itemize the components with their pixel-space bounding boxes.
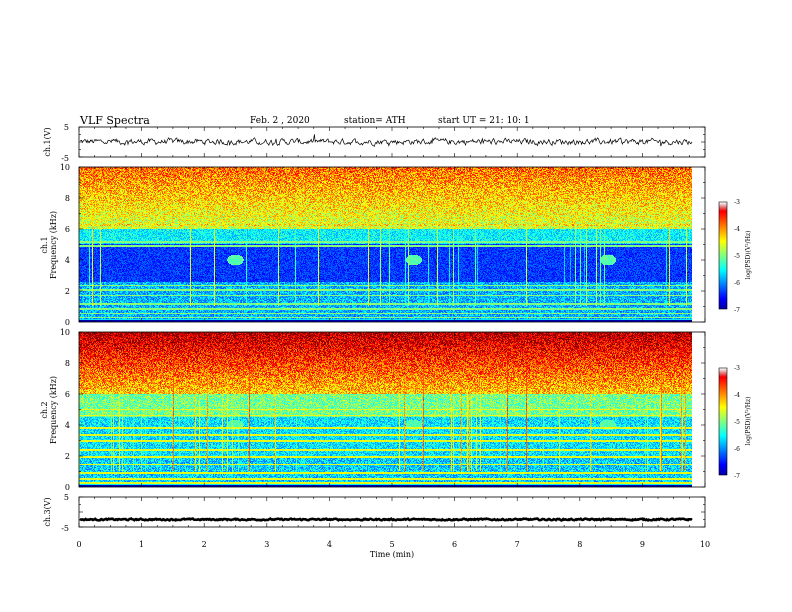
ch1-cbar-tick-m5: -5 <box>734 253 740 260</box>
time-tick-2: 2 <box>202 540 207 549</box>
ch1-spectrogram-panel: 10 8 6 4 2 0 ch.1Frequency (kHz) -3 -4 -… <box>40 163 752 327</box>
ch1-ytick-bottom: -5 <box>61 154 69 163</box>
ch1-freq-tick-2: 2 <box>65 287 70 296</box>
ch2-spectrogram-ticks <box>78 331 706 488</box>
ch3-waveform-ticks <box>78 496 706 528</box>
time-axis-tick-labels: 0 1 2 3 4 5 6 7 8 9 10 <box>76 540 710 549</box>
time-tick-1: 1 <box>139 540 144 549</box>
ch3-ytick-bottom: -5 <box>61 524 69 533</box>
time-tick-9: 9 <box>640 540 645 549</box>
ch1-cbar-tick-m7: -7 <box>734 307 740 314</box>
ch2-cbar-tick-m6: -6 <box>734 446 740 453</box>
time-tick-4: 4 <box>327 540 332 549</box>
plot-title: VLF Spectra <box>80 114 150 127</box>
ch2-cbar-tick-m4: -4 <box>734 392 740 399</box>
ch1-waveform-ylabel: ch.1(V) <box>43 127 52 156</box>
ch2-spectrogram-ylabel: ch.2Frequency (kHz) <box>40 376 58 444</box>
time-tick-3: 3 <box>264 540 269 549</box>
ch1-colorbar-label: log(PSD)(V²/Hz) <box>745 231 752 280</box>
date-label: Feb. 2 , 2020 <box>250 116 310 126</box>
ch1-freq-tick-8: 8 <box>65 194 70 203</box>
ch2-freq-tick-6: 6 <box>65 390 70 399</box>
ch2-cbar-tick-m5: -5 <box>734 419 740 426</box>
ch1-cbar-tick-m3: -3 <box>734 199 740 206</box>
ch1-spectrogram-ylabel: ch.1Frequency (kHz) <box>40 211 58 279</box>
ch2-freq-tick-0: 0 <box>65 483 70 492</box>
ch2-colorbar-label: log(PSD)(V²/Hz) <box>745 397 752 446</box>
ch2-cbar-tick-m7: -7 <box>734 473 740 480</box>
time-tick-6: 6 <box>452 540 457 549</box>
ch1-freq-tick-0: 0 <box>65 318 70 327</box>
ch2-cbar-tick-m3: -3 <box>734 365 740 372</box>
ch3-waveform-line <box>79 517 693 522</box>
ch2-colorbar-frame <box>718 367 728 476</box>
ch1-freq-tick-4: 4 <box>65 256 70 265</box>
time-tick-10: 10 <box>700 540 710 549</box>
ch1-colorbar-image <box>719 202 727 309</box>
ch2-freq-tick-10: 10 <box>60 328 70 337</box>
ch1-waveform-panel: 5 -5 ch.1(V) <box>43 123 706 163</box>
ch2-spectrogram-frame <box>78 331 706 488</box>
ch3-waveform-panel: 5 -5 ch.3(V) 0 1 2 3 4 5 6 7 8 9 10 Time (min) <box>43 493 710 559</box>
ch1-waveform-ticks <box>78 126 706 158</box>
ch2-freq-tick-2: 2 <box>65 452 70 461</box>
time-tick-0: 0 <box>76 540 81 549</box>
time-tick-5: 5 <box>389 540 394 549</box>
ch1-spectrogram-frame <box>78 166 706 323</box>
ch1-cbar-tick-m4: -4 <box>734 226 740 233</box>
ch2-freq-tick-8: 8 <box>65 359 70 368</box>
ch1-spectrogram-ticks <box>78 166 706 323</box>
ch3-ytick-top: 5 <box>64 493 69 502</box>
ch1-ytick-top: 5 <box>64 123 69 132</box>
ch1-waveform-line <box>79 134 693 147</box>
ch3-waveform-ylabel: ch.3(V) <box>43 497 52 526</box>
time-axis-label: Time (min) <box>370 550 414 559</box>
ch2-spectrogram-image <box>79 332 693 487</box>
station-label: station= ATH <box>344 116 406 126</box>
start-time-label: start UT = 21: 10: 1 <box>438 116 530 126</box>
time-tick-7: 7 <box>515 540 520 549</box>
ch2-colorbar-image <box>719 368 727 475</box>
ch1-cbar-tick-m6: -6 <box>734 280 740 287</box>
ch2-freq-tick-4: 4 <box>65 421 70 430</box>
ch1-freq-tick-6: 6 <box>65 225 70 234</box>
ch2-spectrogram-panel: 10 8 6 4 2 0 ch.2Frequency (kHz) -3 -4 -… <box>40 328 752 492</box>
time-tick-8: 8 <box>577 540 582 549</box>
ch3-waveform-frame <box>78 496 706 528</box>
ch1-spectrogram-image <box>79 167 693 322</box>
ch1-colorbar-frame <box>718 201 728 310</box>
ch1-freq-tick-10: 10 <box>60 163 70 172</box>
